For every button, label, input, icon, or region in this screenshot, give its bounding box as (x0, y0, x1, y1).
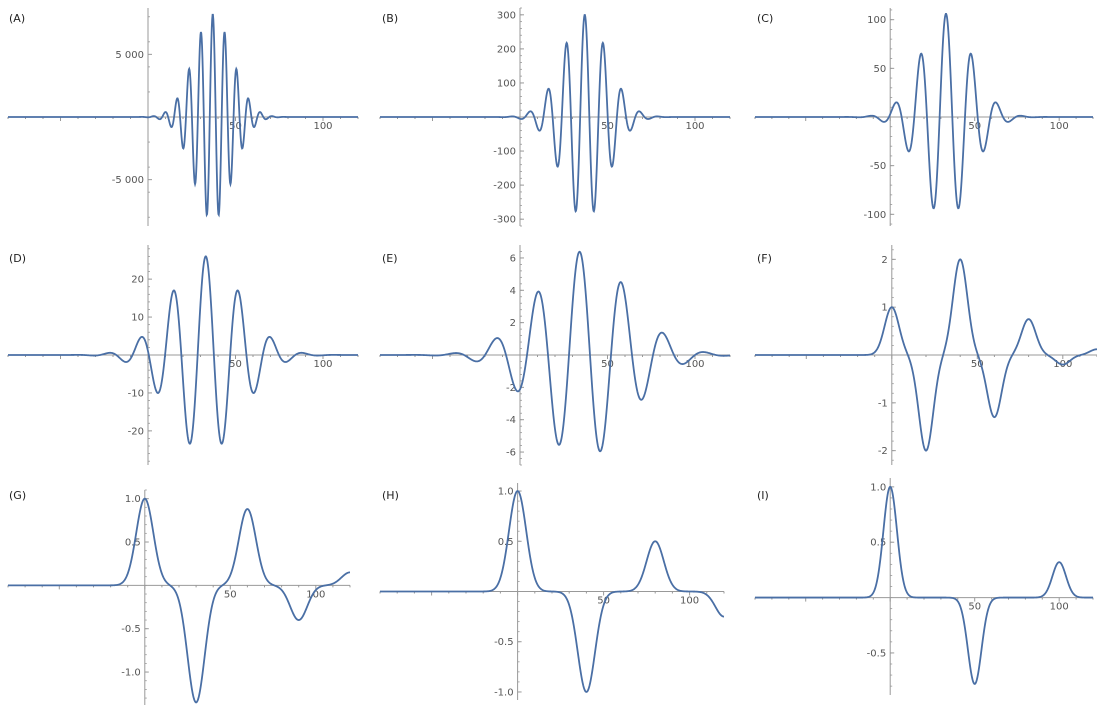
panel-g: 1.0 0.5 -0.5 -1.0 50 100 (G) (7, 489, 351, 705)
x-tick-label: 50 (229, 359, 242, 370)
y-tick-label: -50 (870, 161, 886, 172)
panel-label: (F) (757, 252, 772, 265)
panel-d: 20 10 -10 -20 50 100 (D) (7, 245, 359, 465)
x-tick-label: 100 (685, 121, 704, 132)
y-tick-label: 300 (497, 10, 516, 21)
x-tick-label: 50 (597, 596, 610, 607)
y-tick-label: -2 (506, 383, 516, 394)
y-tick-label: -0.5 (121, 624, 141, 635)
x-tick-label: 50 (971, 359, 984, 370)
x-tick-label: 100 (680, 596, 699, 607)
y-tick-label: -5 000 (112, 175, 144, 186)
series-line (8, 255, 358, 445)
y-tick-label: -1.0 (121, 668, 141, 679)
y-tick-label: -100 (493, 147, 516, 158)
x-tick-label: 50 (229, 121, 242, 132)
series-line (755, 485, 1093, 685)
y-tick-label: -300 (493, 215, 516, 226)
x-tick-label: 100 (685, 359, 704, 370)
y-tick-label: -20 (128, 426, 144, 437)
y-tick-label: 1.0 (870, 482, 886, 493)
series-line (8, 497, 351, 704)
series-line (755, 13, 1093, 210)
panel-a: 5 000 -5 000 50 100 (A) (7, 8, 359, 226)
x-tick-label: 100 (1050, 602, 1069, 613)
panel-label: (A) (9, 12, 25, 25)
x-tick-label: 50 (601, 359, 614, 370)
y-tick-label: -200 (493, 181, 516, 192)
panel-i: 1.0 0.5 -0.5 50 100 (I) (754, 478, 1094, 695)
x-tick-label: 100 (1050, 121, 1069, 132)
panel-e: 6 4 2 -2 -4 -6 50 100 (E) (379, 245, 731, 466)
x-tick-label: 100 (313, 121, 332, 132)
y-tick-label: 200 (497, 44, 516, 55)
y-tick-label: -0.5 (867, 648, 887, 659)
x-tick-label: 50 (968, 602, 981, 613)
series-line (380, 14, 730, 213)
series-line (8, 13, 358, 218)
y-tick-label: 100 (867, 15, 886, 26)
panel-h: 1.0 0.5 -0.5 -1.0 50 100 (H) (379, 483, 725, 700)
panel-label: (I) (757, 489, 769, 502)
y-tick-label: -2 (878, 446, 888, 457)
series-line (755, 258, 1097, 452)
panel-label: (G) (9, 489, 26, 502)
y-tick-label: -6 (506, 448, 516, 459)
y-tick-label: 5 000 (115, 50, 144, 61)
y-tick-label: 10 (131, 313, 144, 324)
y-tick-label: -10 (128, 388, 144, 399)
y-tick-label: 1 (881, 303, 887, 314)
x-tick-label: 100 (313, 359, 332, 370)
panel-label: (D) (9, 252, 26, 265)
y-tick-label: 1.0 (125, 494, 141, 505)
y-tick-label: 20 (131, 275, 144, 286)
x-tick-label: 50 (968, 121, 981, 132)
x-tick-label: 100 (306, 589, 325, 600)
panel-f: 21-1-250 100(F) (754, 245, 1097, 465)
x-tick-label: 50 (224, 589, 237, 600)
panel-label: (B) (382, 12, 398, 25)
y-tick-label: -1 (878, 398, 888, 409)
y-tick-label: 0.5 (870, 538, 886, 549)
y-tick-label: 2 (510, 318, 516, 329)
y-tick-label: -100 (863, 210, 886, 221)
panel-label: (E) (382, 252, 398, 265)
y-tick-label: 50 (873, 64, 886, 75)
y-tick-label: -0.5 (494, 637, 514, 648)
y-tick-label: -4 (506, 415, 516, 426)
y-tick-label: 100 (497, 78, 516, 89)
series-line (380, 490, 725, 693)
y-tick-label: -1.0 (494, 687, 514, 698)
y-tick-label: 4 (510, 286, 516, 297)
panel-c: 100 50 -50 -100 50 100 (C) (754, 8, 1094, 226)
series-line (380, 250, 731, 453)
y-tick-label: 1.0 (498, 487, 514, 498)
y-tick-label: 0.5 (498, 537, 514, 548)
panel-label: (H) (382, 489, 399, 502)
panel-label: (C) (757, 12, 773, 25)
y-tick-label: 0.5 (125, 538, 141, 549)
y-tick-label: 6 (510, 253, 516, 264)
y-tick-label: 2 (881, 255, 887, 266)
